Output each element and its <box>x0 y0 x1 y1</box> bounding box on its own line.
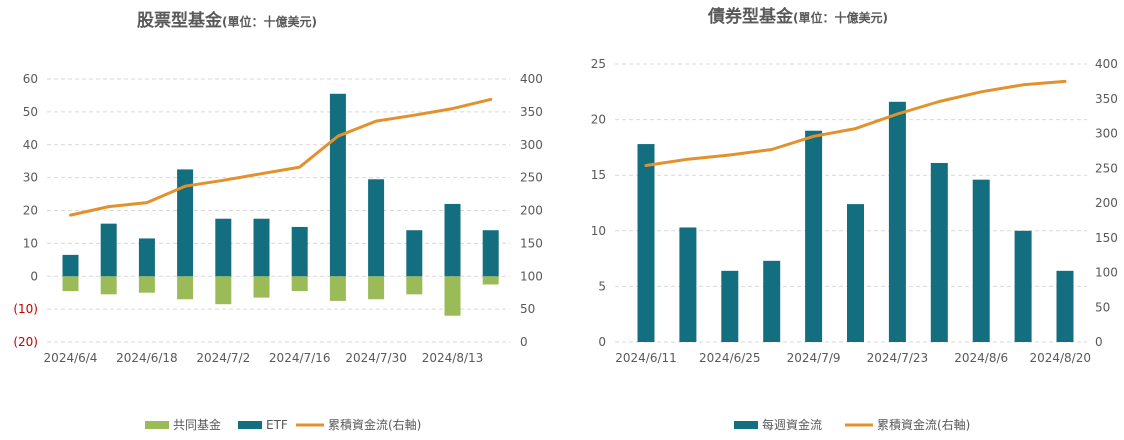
y-left-tick-label: 10 <box>23 236 38 250</box>
x-tick-label: 2024/7/30 <box>345 351 407 365</box>
bar-flow <box>62 254 79 277</box>
chart-title-unit: (單位：十億美元) <box>793 10 888 25</box>
bar-mutual-fund <box>62 276 79 292</box>
bar-flow <box>1056 270 1074 342</box>
bar-mutual-fund <box>177 276 194 300</box>
y-right-tick-label: 150 <box>1095 231 1118 245</box>
y-left-tick-label: (10) <box>13 302 38 316</box>
bar-mutual-fund <box>368 276 385 300</box>
y-right-tick-label: 0 <box>520 335 528 349</box>
chart-title: 債券型基金(單位：十億美元) <box>707 6 888 27</box>
bar-flow <box>805 130 823 342</box>
x-tick-label: 2024/6/18 <box>116 351 178 365</box>
bar-mutual-fund <box>138 276 155 293</box>
legend-label: 每週資金流 <box>762 417 822 432</box>
x-tick-label: 2024/7/16 <box>269 351 331 365</box>
bar-flow <box>679 227 697 342</box>
y-right-tick-label: 300 <box>1095 127 1118 141</box>
y-right-tick-label: 150 <box>520 236 543 250</box>
x-tick-label: 2024/7/23 <box>867 351 929 365</box>
bar-flow <box>637 144 655 342</box>
y-left-tick-label: 30 <box>23 171 38 185</box>
bar-flow <box>329 93 346 277</box>
bar-mutual-fund <box>100 276 117 295</box>
chart-title: 股票型基金(單位：十億美元) <box>137 10 317 31</box>
x-tick-label: 2024/7/2 <box>196 351 250 365</box>
y-left-tick-label: 20 <box>23 204 38 218</box>
y-left-tick-label: 50 <box>23 105 38 119</box>
y-right-tick-label: 400 <box>1095 57 1118 71</box>
y-right-tick-label: 300 <box>520 138 543 152</box>
y-left-tick-label: 10 <box>591 224 606 238</box>
y-right-tick-label: 400 <box>520 72 543 86</box>
bar-flow <box>253 218 270 277</box>
bar-mutual-fund <box>406 276 423 295</box>
legend-label: 共同基金 <box>173 417 221 432</box>
y-right-tick-label: 100 <box>1095 266 1118 280</box>
x-tick-label: 2024/8/6 <box>954 351 1008 365</box>
bar-flow <box>888 101 906 342</box>
bar-mutual-fund <box>444 276 461 316</box>
legend-swatch <box>734 421 758 429</box>
x-tick-label: 2024/6/4 <box>44 351 98 365</box>
legend-label: 累積資金流(右軸) <box>328 417 421 432</box>
y-left-tick-label: 5 <box>598 279 606 293</box>
y-left-tick-label: 0 <box>30 269 38 283</box>
bar-flow <box>763 260 781 342</box>
y-right-tick-label: 50 <box>520 302 535 316</box>
cumulative-flow-line <box>644 79 1067 167</box>
y-right-tick-label: 250 <box>520 171 543 185</box>
y-left-tick-label: 60 <box>23 72 38 86</box>
y-right-tick-label: 350 <box>1095 92 1118 106</box>
bar-flow <box>721 270 739 342</box>
x-tick-label: 2024/8/13 <box>422 351 484 365</box>
y-right-tick-label: 50 <box>1095 300 1110 314</box>
bar-flow <box>1014 230 1032 342</box>
y-right-tick-label: 200 <box>520 204 543 218</box>
chart-title-main: 股票型基金 <box>137 10 223 31</box>
legend-swatch <box>238 421 262 429</box>
bar-flow <box>138 238 155 277</box>
bar-mutual-fund <box>215 276 232 305</box>
y-right-tick-label: 350 <box>520 105 543 119</box>
bond-fund-chart: 債券型基金(單位：十億美元)25201510504003503002502001… <box>591 6 1118 432</box>
y-left-tick-label: 15 <box>591 168 606 182</box>
bar-flow <box>930 162 948 342</box>
y-right-tick-label: 0 <box>1095 335 1103 349</box>
y-right-tick-label: 200 <box>1095 196 1118 210</box>
bar-flow <box>972 179 990 342</box>
bar-flow <box>847 204 864 342</box>
x-tick-label: 2024/7/9 <box>787 351 841 365</box>
chart-title-main: 債券型基金 <box>707 6 794 27</box>
x-tick-label: 2024/6/25 <box>699 351 761 365</box>
x-tick-label: 2024/6/11 <box>615 351 677 365</box>
legend-swatch <box>145 421 169 429</box>
bar-mutual-fund <box>329 276 346 301</box>
bar-flow <box>444 203 461 277</box>
x-tick-label: 2024/8/20 <box>1029 351 1091 365</box>
bar-flow <box>291 226 308 277</box>
legend-label: ETF <box>266 418 288 432</box>
chart-title-unit: (單位：十億美元) <box>222 14 317 29</box>
y-left-tick-label: (20) <box>13 335 38 349</box>
bar-mutual-fund <box>291 276 308 292</box>
bar-flow <box>100 223 117 277</box>
legend-label: 累積資金流(右軸) <box>877 417 970 432</box>
bar-flow <box>482 230 499 277</box>
bar-flow <box>406 230 423 277</box>
y-left-tick-label: 20 <box>591 113 606 127</box>
y-right-tick-label: 100 <box>520 269 543 283</box>
bar-mutual-fund <box>482 276 499 285</box>
y-right-tick-label: 250 <box>1095 161 1118 175</box>
equity-fund-chart: 股票型基金(單位：十億美元)6050403020100(10)(20)40035… <box>13 10 543 432</box>
bar-flow <box>177 169 194 277</box>
cumulative-flow-line <box>69 97 493 217</box>
y-left-tick-label: 0 <box>598 335 606 349</box>
bar-flow <box>368 179 385 277</box>
y-left-tick-label: 25 <box>591 57 606 71</box>
bar-flow <box>215 218 232 277</box>
y-left-tick-label: 40 <box>23 138 38 152</box>
bar-mutual-fund <box>253 276 270 298</box>
